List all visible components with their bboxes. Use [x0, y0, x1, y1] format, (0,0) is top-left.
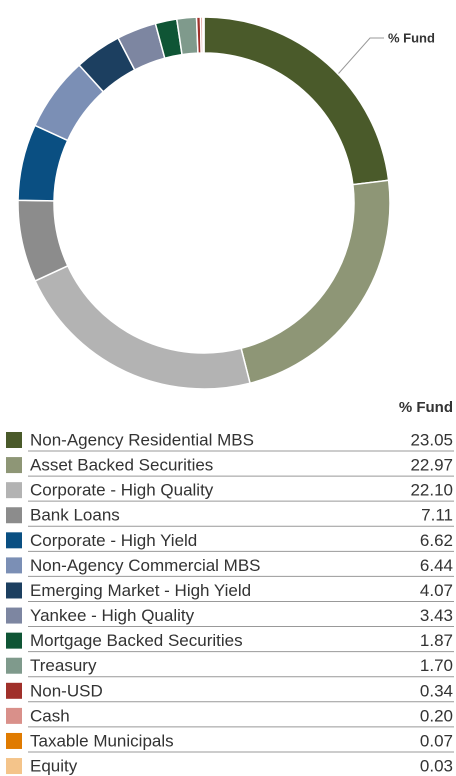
legend-swatch: [6, 657, 22, 674]
legend-label: Equity: [30, 757, 78, 776]
legend-label: Cash: [30, 706, 70, 725]
value-label: 0.03: [420, 757, 453, 776]
legend-swatch: [6, 732, 22, 749]
donut-slice: [34, 264, 251, 390]
value-label: 23.05: [410, 430, 453, 449]
legend-swatch: [6, 457, 22, 474]
value-label: 0.07: [420, 731, 453, 750]
legend-swatch: [6, 582, 22, 599]
legend-label: Bank Loans: [30, 506, 120, 525]
legend-label: Treasury: [30, 656, 97, 675]
legend-label: Non-USD: [30, 681, 103, 700]
legend-label: Taxable Municipals: [30, 731, 174, 750]
legend-swatch: [6, 607, 22, 624]
value-label: 3.43: [420, 606, 453, 625]
donut-slice: [203, 16, 390, 186]
legend-swatch: [6, 532, 22, 549]
value-label: 1.87: [420, 631, 453, 650]
legend-label: Yankee - High Quality: [30, 606, 195, 625]
value-label: 7.11: [421, 506, 453, 525]
legend-label: Non-Agency Commercial MBS: [30, 556, 261, 575]
value-label: 6.62: [420, 531, 453, 550]
legend-label: Corporate - High Yield: [30, 531, 197, 550]
legend-swatch: [6, 507, 22, 524]
legend-swatch: [6, 432, 22, 448]
legend-label: Emerging Market - High Yield: [30, 581, 251, 600]
value-label: 4.07: [420, 581, 453, 600]
donut-slice: [17, 199, 69, 282]
value-label: 0.34: [420, 681, 453, 700]
legend-swatch: [6, 758, 22, 775]
value-label: 0.20: [420, 706, 453, 725]
legend-label: Non-Agency Residential MBS: [30, 430, 254, 449]
donut-slice: [240, 179, 391, 385]
legend-swatch: [6, 707, 22, 724]
legend-label: Corporate - High Quality: [30, 481, 214, 500]
legend-swatch: [6, 682, 22, 699]
value-label: 22.97: [410, 456, 453, 475]
legend-swatch: [6, 557, 22, 574]
value-label: 22.10: [410, 481, 453, 500]
annotation: % Fund: [388, 30, 435, 45]
value-label: 6.44: [420, 556, 453, 575]
legend-swatch: [6, 632, 22, 649]
legend-label: Asset Backed Securities: [30, 456, 213, 475]
column-header: % Fund: [399, 399, 453, 416]
legend-label: Mortgage Backed Securities: [30, 631, 243, 650]
value-label: 1.70: [420, 656, 453, 675]
legend-swatch: [6, 482, 22, 499]
